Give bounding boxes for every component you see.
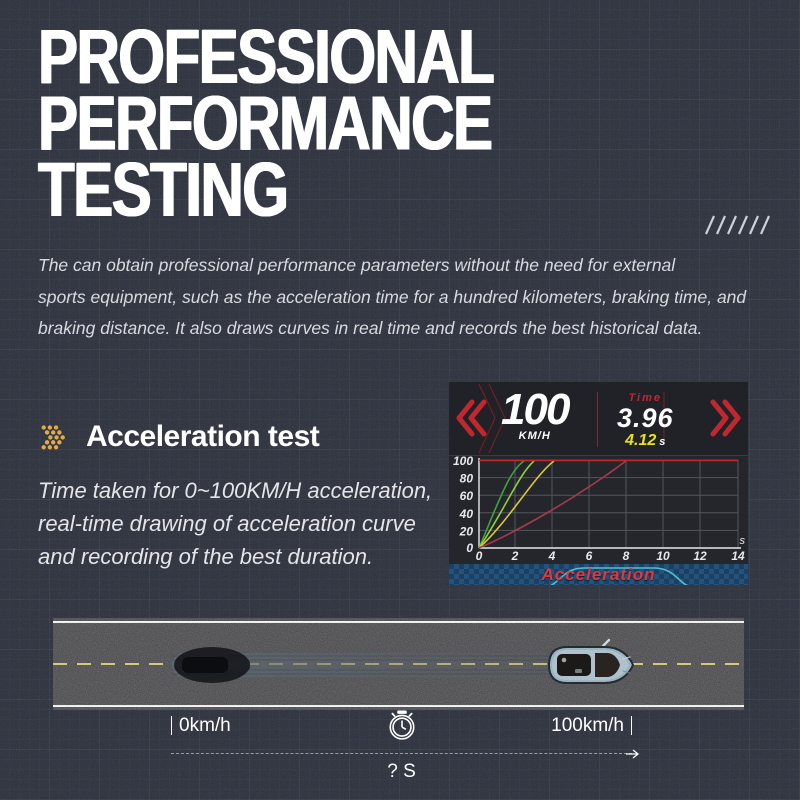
svg-text:2: 2 — [511, 549, 519, 563]
svg-text:60: 60 — [460, 489, 474, 503]
svg-text:12: 12 — [693, 549, 707, 563]
svg-text:100: 100 — [453, 456, 473, 468]
svg-text:14: 14 — [731, 549, 745, 563]
svg-text:4: 4 — [548, 549, 556, 563]
svg-text:0: 0 — [466, 541, 473, 555]
svg-text:s: s — [740, 535, 746, 547]
svg-text:0: 0 — [476, 549, 483, 563]
svg-text:8: 8 — [623, 549, 630, 563]
svg-text:80: 80 — [460, 472, 474, 486]
svg-text:6: 6 — [586, 549, 593, 563]
svg-text:10: 10 — [656, 549, 670, 563]
svg-text:20: 20 — [459, 524, 474, 538]
svg-text:40: 40 — [459, 507, 474, 521]
